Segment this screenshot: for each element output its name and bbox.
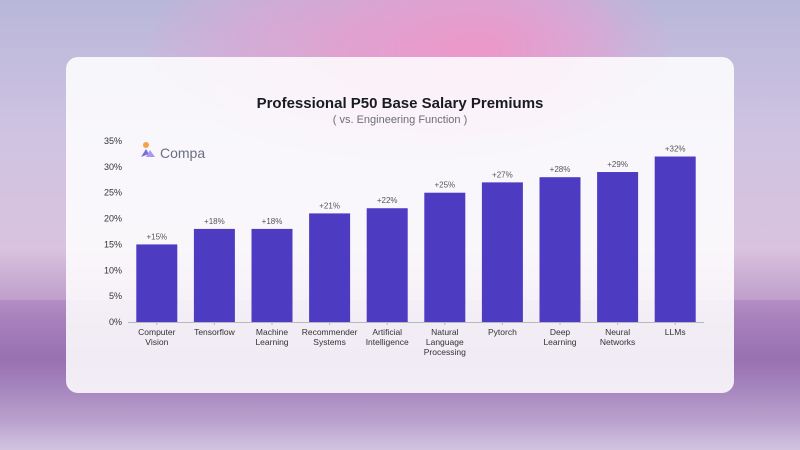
x-tick-label: Tensorflow: [194, 327, 235, 337]
bar: [193, 228, 235, 322]
brand-name: Compa: [160, 144, 206, 161]
x-tick-label: Recommender Systems: [302, 327, 358, 347]
data-label: +21%: [319, 201, 340, 210]
x-tick-label: LLMs: [665, 327, 686, 337]
bar: [251, 228, 293, 322]
chart-title: Professional P50 Base Salary Premiums: [256, 95, 544, 112]
data-label: +18%: [262, 217, 283, 226]
x-tick-label: Natural Language Processing: [424, 327, 466, 357]
data-label: +18%: [204, 217, 225, 226]
bar: [481, 182, 523, 322]
chart-subtitle: ( vs. Engineering Function ): [332, 114, 468, 126]
y-tick-label: 30%: [104, 162, 122, 172]
compa-logo-icon: [140, 141, 156, 164]
bar: [597, 172, 639, 322]
y-tick-label: 35%: [104, 136, 122, 146]
data-label: +29%: [607, 160, 628, 169]
bar: [136, 244, 178, 322]
x-tick-label: Neural Networks: [600, 327, 635, 347]
bar: [539, 177, 581, 322]
data-label: +15%: [146, 232, 167, 241]
x-tick-label: Deep Learning: [543, 327, 576, 347]
brand-logo: Compa: [140, 141, 205, 164]
y-tick-label: 0%: [109, 317, 122, 327]
data-label: +25%: [434, 181, 455, 190]
y-tick-label: 20%: [104, 214, 122, 224]
bar: [309, 213, 351, 322]
bar: [366, 208, 408, 322]
y-tick-label: 10%: [104, 265, 122, 275]
x-tick-label: Machine Learning: [255, 327, 288, 347]
x-tick-label: Computer Vision: [138, 327, 175, 347]
data-label: +22%: [377, 196, 398, 205]
y-tick-label: 25%: [104, 188, 122, 198]
y-tick-label: 5%: [109, 291, 122, 301]
x-tick-label: Artificial Intelligence: [366, 327, 409, 347]
bar: [424, 192, 466, 322]
data-label: +27%: [492, 170, 513, 179]
data-label: +32%: [665, 145, 686, 154]
data-label: +28%: [550, 165, 571, 174]
bar: [654, 156, 696, 322]
y-tick-label: 15%: [104, 239, 122, 249]
x-tick-label: Pytorch: [488, 327, 517, 337]
